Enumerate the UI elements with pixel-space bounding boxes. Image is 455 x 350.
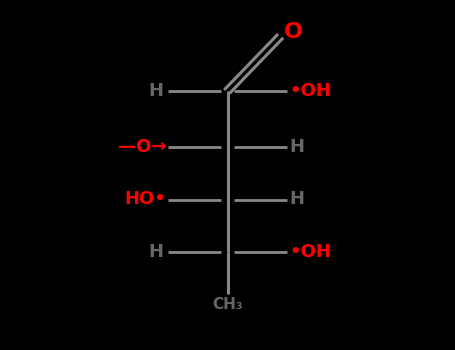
- Text: •OH: •OH: [289, 243, 331, 261]
- Text: CH₃: CH₃: [212, 297, 243, 312]
- Text: O: O: [284, 21, 303, 42]
- Text: HO•: HO•: [124, 190, 166, 209]
- Text: H: H: [149, 243, 164, 261]
- Text: H: H: [289, 138, 304, 156]
- Text: —O→: —O→: [117, 138, 166, 156]
- Text: •OH: •OH: [289, 82, 331, 100]
- Text: H: H: [289, 190, 304, 209]
- Text: H: H: [149, 82, 164, 100]
